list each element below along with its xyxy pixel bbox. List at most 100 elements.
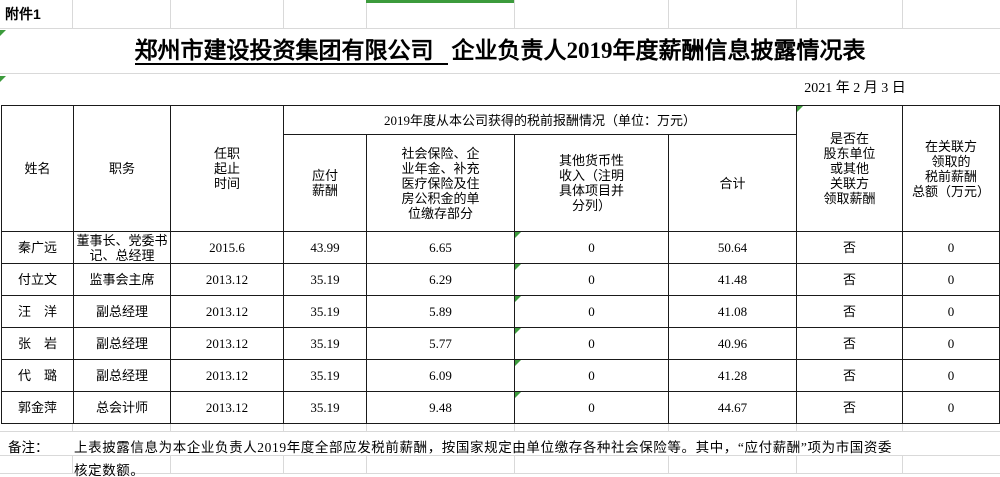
cell-related-q[interactable]: 否 — [796, 359, 904, 392]
cell-position[interactable]: 董事长、党委书 记、总经理 — [73, 231, 171, 264]
header-other-income[interactable]: 其他货币性 收入（注明 具体项目并 分列） — [514, 134, 669, 232]
cell-social[interactable]: 6.65 — [366, 231, 515, 264]
note-text-line1: 上表披露信息为本企业负责人2019年度全部应发税前薪酬，按国家规定由单位缴存各种… — [74, 440, 893, 455]
gridline — [283, 455, 284, 473]
gridline — [366, 424, 367, 431]
gridline — [514, 455, 515, 473]
report-date: 2021 年 2 月 3 日 — [804, 81, 906, 96]
header-row-top: 姓名 职务 任职 起止 时间 2019年度从本公司获得的税前报酬情况（单位：万元… — [1, 105, 1000, 232]
cell-other[interactable]: 0 — [514, 231, 669, 264]
cell-tenure[interactable]: 2013.12 — [170, 327, 284, 360]
cell-other[interactable]: 0 — [514, 359, 669, 392]
cell-other[interactable]: 0 — [514, 263, 669, 296]
header-related-amount[interactable]: 在关联方 领取的 税前薪酬 总额（万元） — [902, 105, 1000, 232]
gridline — [0, 455, 1000, 456]
cell-payable[interactable]: 35.19 — [283, 263, 367, 296]
gridline — [902, 0, 903, 28]
cell-other[interactable]: 0 — [514, 295, 669, 328]
cell-related-q[interactable]: 否 — [796, 391, 904, 424]
cell-other[interactable]: 0 — [514, 391, 669, 424]
cell-tenure[interactable]: 2013.12 — [170, 263, 284, 296]
cell-tenure[interactable]: 2013.12 — [170, 391, 284, 424]
cell-related-amt[interactable]: 0 — [902, 327, 1000, 360]
cell-flag-icon — [0, 30, 6, 36]
cell-payable[interactable]: 35.19 — [283, 327, 367, 360]
header-related-question[interactable]: 是否在 股东单位 或其他 关联方 领取薪酬 — [796, 105, 904, 232]
header-total[interactable]: 合计 — [667, 134, 798, 232]
cell-related-q[interactable]: 否 — [796, 327, 904, 360]
cell-tenure[interactable]: 2013.12 — [170, 295, 284, 328]
gridline — [72, 0, 73, 28]
gridline — [902, 424, 903, 431]
cell-related-q[interactable]: 否 — [796, 263, 904, 296]
gridline — [796, 455, 797, 473]
cell-name[interactable]: 付立文 — [1, 263, 74, 296]
gridline — [0, 473, 1000, 474]
cell-social[interactable]: 5.77 — [366, 327, 515, 360]
cell-total[interactable]: 44.67 — [667, 391, 798, 424]
gridline — [283, 424, 284, 431]
cell-related-amt[interactable]: 0 — [902, 359, 1000, 392]
cell-related-amt[interactable]: 0 — [902, 391, 1000, 424]
cell-other[interactable]: 0 — [514, 327, 669, 360]
cell-name[interactable]: 汪 洋 — [1, 295, 74, 328]
cell-related-q[interactable]: 否 — [796, 231, 904, 264]
header-position[interactable]: 职务 — [73, 105, 171, 232]
cell-name[interactable]: 张 岩 — [1, 327, 74, 360]
cell-flag-icon — [0, 76, 6, 82]
table-row: 汪 洋 副总经理 2013.12 35.19 5.89 0 41.08 否 0 — [1, 295, 1000, 328]
cell-related-q[interactable]: 否 — [796, 295, 904, 328]
cell-position[interactable]: 副总经理 — [73, 327, 171, 360]
cell-flag-icon — [515, 360, 521, 366]
cell-payable[interactable]: 35.19 — [283, 391, 367, 424]
header-social[interactable]: 社会保险、企 业年金、补充 医疗保险及住 房公积金的单 位缴存部分 — [366, 134, 515, 232]
cell-name[interactable]: 秦广远 — [1, 231, 74, 264]
gridline — [72, 424, 73, 431]
header-group[interactable]: 2019年度从本公司获得的税前报酬情况（单位：万元） — [282, 105, 798, 135]
gridline — [668, 455, 669, 473]
table-row: 代 璐 副总经理 2013.12 35.19 6.09 0 41.28 否 0 — [1, 359, 1000, 392]
cell-flag-icon — [515, 392, 521, 398]
table-row: 郭金萍 总会计师 2013.12 35.19 9.48 0 44.67 否 0 — [1, 391, 1000, 424]
cell-payable[interactable]: 43.99 — [283, 231, 367, 264]
salary-table: 姓名 职务 任职 起止 时间 2019年度从本公司获得的税前报酬情况（单位：万元… — [1, 105, 1000, 424]
gridline — [902, 455, 903, 473]
company-name: 郑州市建设投资集团有限公司 — [134, 38, 448, 65]
cell-related-amt[interactable]: 0 — [902, 263, 1000, 296]
cell-payable[interactable]: 35.19 — [283, 295, 367, 328]
cell-position[interactable]: 监事会主席 — [73, 263, 171, 296]
cell-payable[interactable]: 35.19 — [283, 359, 367, 392]
cell-social[interactable]: 6.29 — [366, 263, 515, 296]
cell-total[interactable]: 41.28 — [667, 359, 798, 392]
cell-social[interactable]: 9.48 — [366, 391, 515, 424]
cell-related-amt[interactable]: 0 — [902, 295, 1000, 328]
cell-name[interactable]: 郭金萍 — [1, 391, 74, 424]
cell-total[interactable]: 40.96 — [667, 327, 798, 360]
cell-name[interactable]: 代 璐 — [1, 359, 74, 392]
cell-other-value: 0 — [588, 400, 595, 415]
cell-other-value: 0 — [588, 240, 595, 255]
cell-tenure[interactable]: 2015.6 — [170, 231, 284, 264]
cell-social[interactable]: 5.89 — [366, 295, 515, 328]
cell-related-amt[interactable]: 0 — [902, 231, 1000, 264]
cell-position[interactable]: 副总经理 — [73, 359, 171, 392]
cell-social[interactable]: 6.09 — [366, 359, 515, 392]
gridline — [366, 455, 367, 473]
gridline — [668, 0, 669, 28]
header-name[interactable]: 姓名 — [1, 105, 74, 232]
header-tenure[interactable]: 任职 起止 时间 — [170, 105, 284, 232]
cell-position[interactable]: 总会计师 — [73, 391, 171, 424]
cell-total[interactable]: 50.64 — [667, 231, 798, 264]
table-row: 张 岩 副总经理 2013.12 35.19 5.77 0 40.96 否 0 — [1, 327, 1000, 360]
header-payable[interactable]: 应付 薪酬 — [283, 134, 367, 232]
cell-position[interactable]: 副总经理 — [73, 295, 171, 328]
cell-other-value: 0 — [588, 336, 595, 351]
cell-total[interactable]: 41.08 — [667, 295, 798, 328]
page-title: 郑州市建设投资集团有限公司 企业负责人2019年度薪酬信息披露情况表 — [0, 28, 1000, 73]
cell-total[interactable]: 41.48 — [667, 263, 798, 296]
cell-other-value: 0 — [588, 368, 595, 383]
cell-tenure[interactable]: 2013.12 — [170, 359, 284, 392]
table-row: 秦广远 董事长、党委书 记、总经理 2015.6 43.99 6.65 0 50… — [1, 231, 1000, 264]
header-related-question-label: 是否在 股东单位 或其他 关联方 领取薪酬 — [823, 131, 876, 206]
